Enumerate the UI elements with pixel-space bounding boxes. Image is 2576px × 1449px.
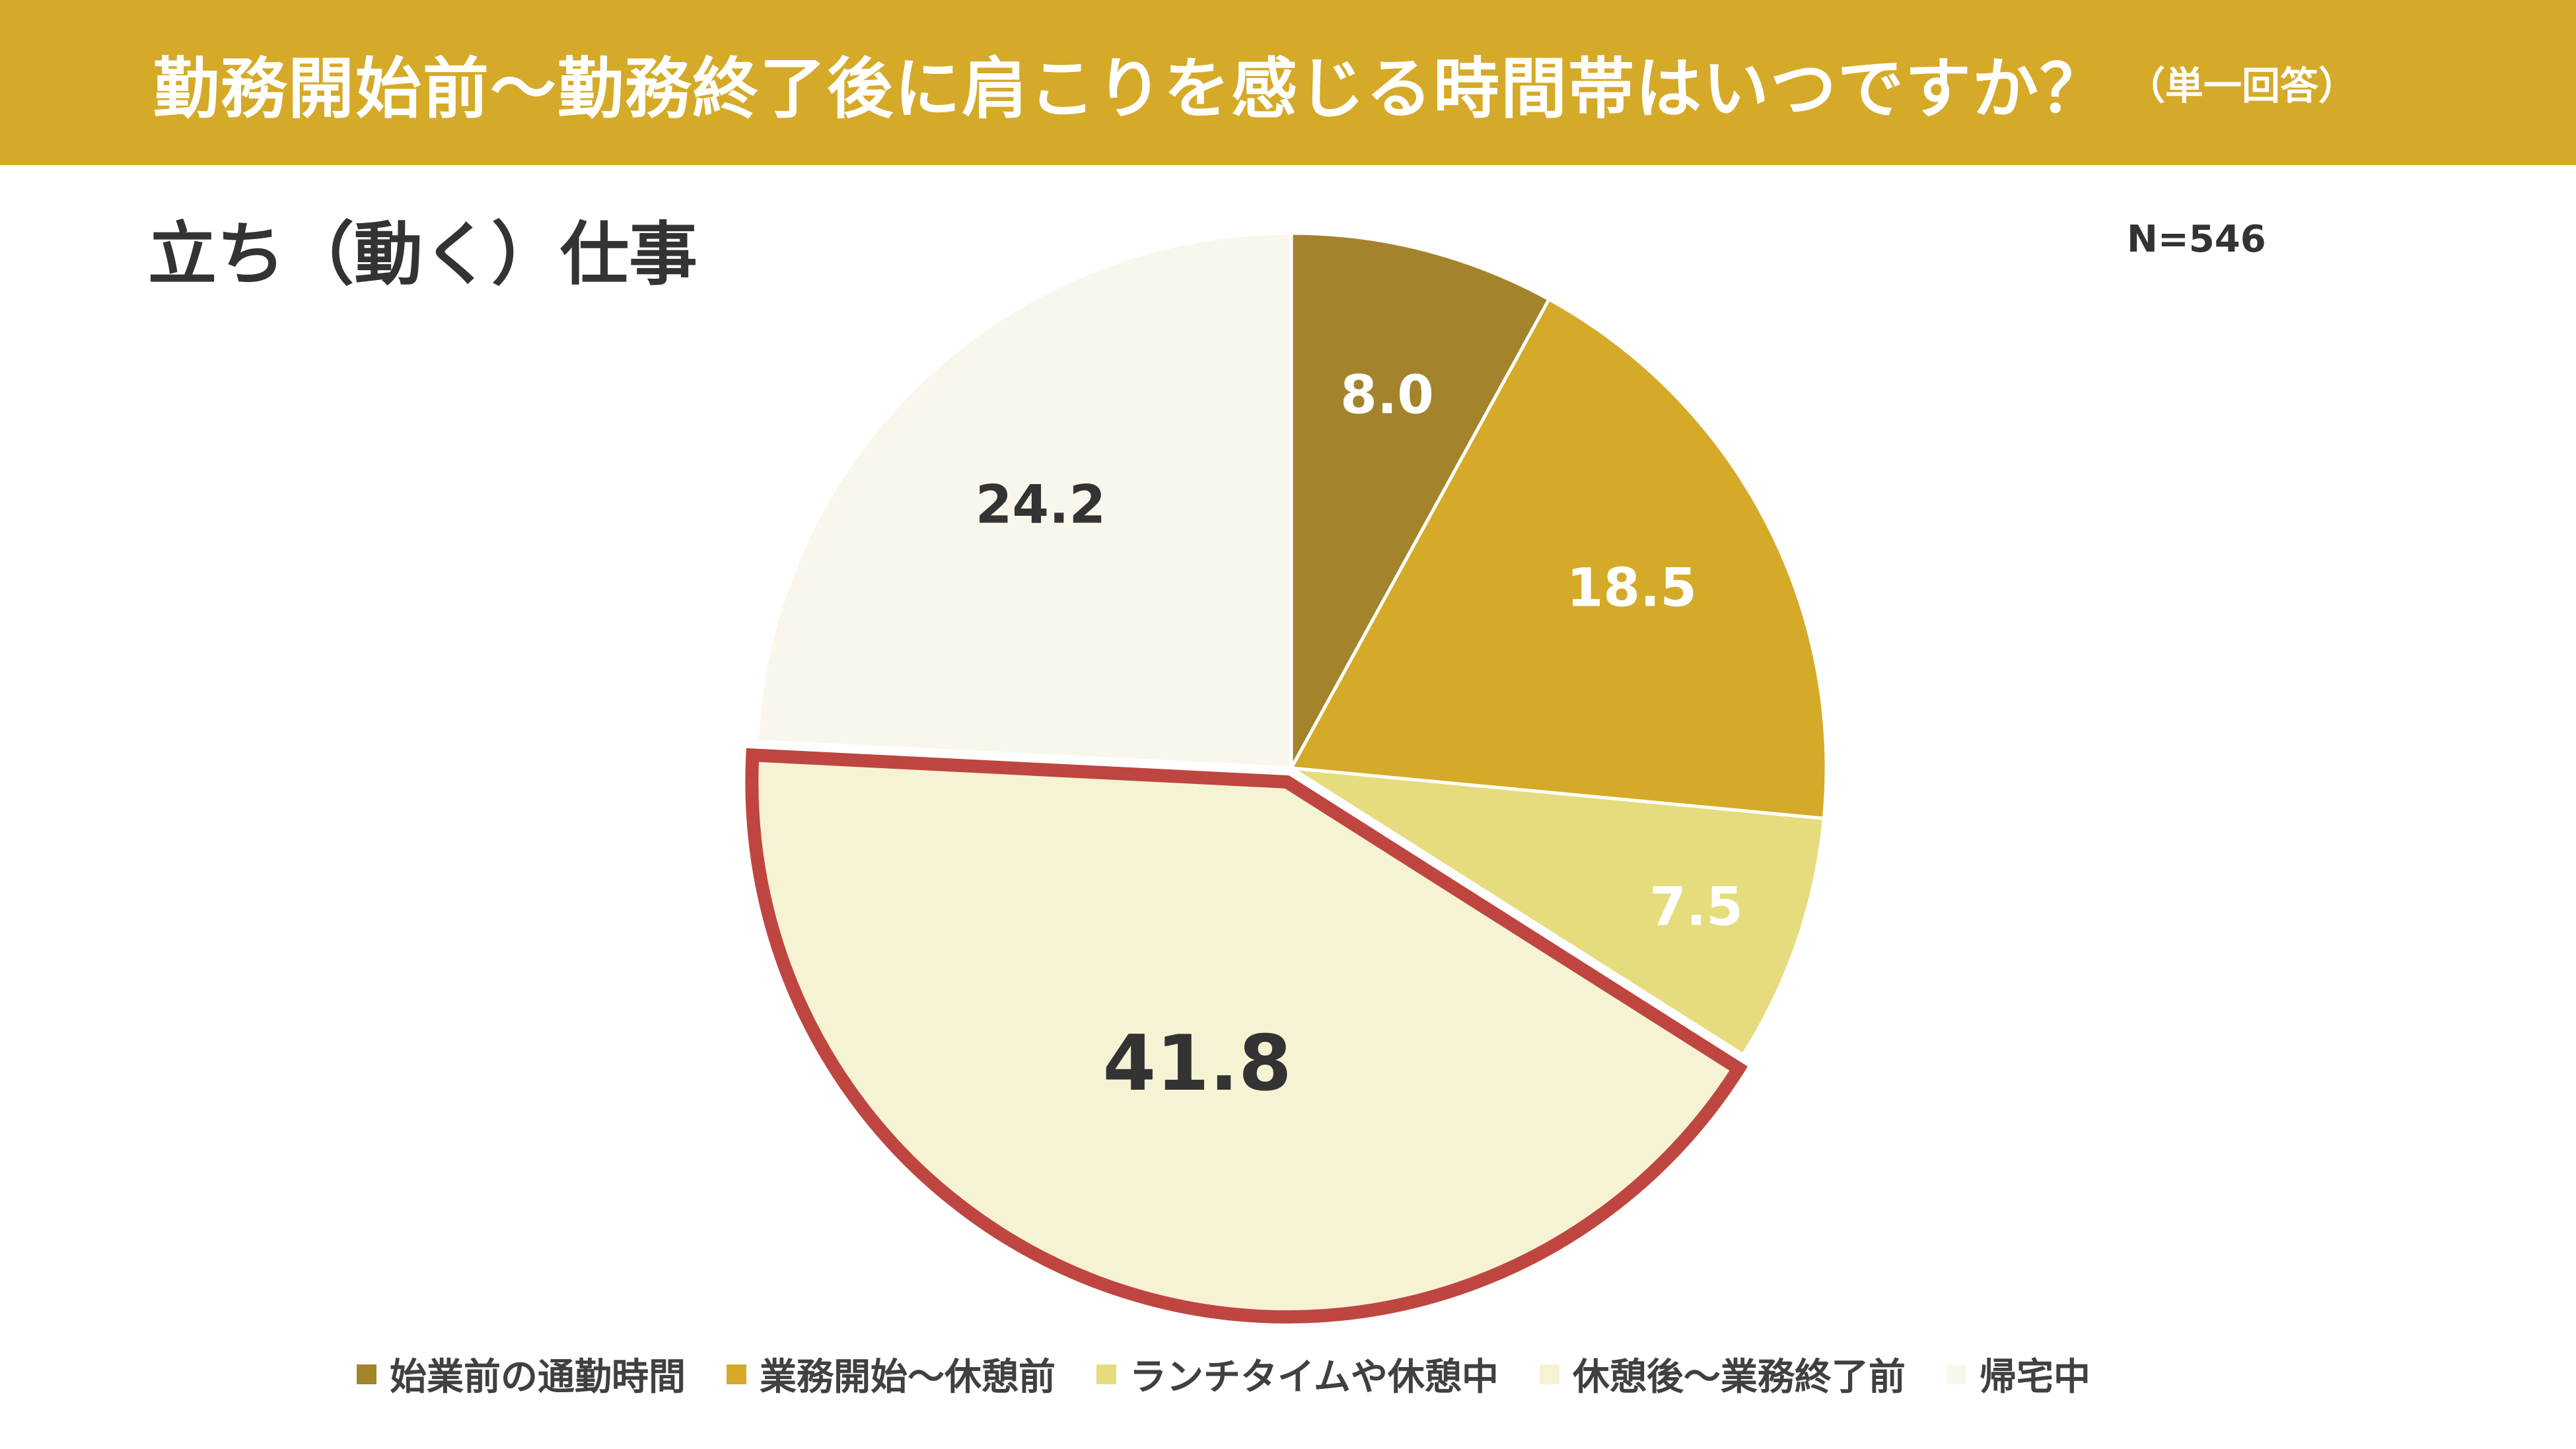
legend-item-going-home: 帰宅中 xyxy=(1946,1347,2091,1401)
chart-title: 勤務開始前〜勤務終了後に肩こりを感じる時間帯はいつですか？ xyxy=(153,50,2107,127)
legend-item-after-break: 休憩後〜業務終了前 xyxy=(1539,1347,1906,1401)
legend-swatch xyxy=(727,1364,746,1384)
pie-slice-going-home xyxy=(755,231,1293,770)
legend-label: 業務開始〜休憩前 xyxy=(760,1356,1055,1399)
legend-label: ランチタイムや休憩中 xyxy=(1129,1356,1499,1399)
chart-subtitle: 立ち（動く）仕事 xyxy=(148,214,698,295)
answer-type-note: （単一回答） xyxy=(2127,63,2357,108)
legend-swatch xyxy=(1539,1364,1559,1384)
data-label-after-break: 41.8 xyxy=(1103,1019,1292,1108)
data-label-lunch-break: 7.5 xyxy=(1649,876,1743,937)
pie-slice-after-break xyxy=(745,748,1748,1324)
sample-size: N=546 xyxy=(2127,218,2266,261)
legend-item-commute: 始業前の通勤時間 xyxy=(357,1347,686,1401)
legend-label: 帰宅中 xyxy=(1979,1356,2091,1399)
legend-label: 始業前の通勤時間 xyxy=(390,1356,686,1399)
data-label-going-home: 24.2 xyxy=(976,474,1106,535)
legend-item-work-before-break: 業務開始〜休憩前 xyxy=(727,1347,1055,1401)
data-label-work-before-break: 18.5 xyxy=(1567,557,1697,619)
legend-swatch xyxy=(357,1364,376,1384)
legend: 始業前の通勤時間 業務開始〜休憩前 ランチタイムや休憩中 休憩後〜業務終了前 帰宅中 xyxy=(357,1347,2131,1401)
pie-slice-work-before-break xyxy=(1288,297,1828,820)
legend-swatch xyxy=(1946,1364,1966,1384)
legend-item-lunch-break: ランチタイムや休憩中 xyxy=(1096,1347,1499,1401)
pie-slice-lunch-break xyxy=(1290,766,1826,1057)
data-label-commute: 8.0 xyxy=(1340,365,1434,426)
pie-slice-commute xyxy=(1289,231,1552,769)
legend-swatch xyxy=(1096,1364,1116,1384)
legend-label: 休憩後〜業務終了前 xyxy=(1572,1356,1906,1399)
header-banner: 勤務開始前〜勤務終了後に肩こりを感じる時間帯はいつですか？ （単一回答） xyxy=(0,0,2576,165)
